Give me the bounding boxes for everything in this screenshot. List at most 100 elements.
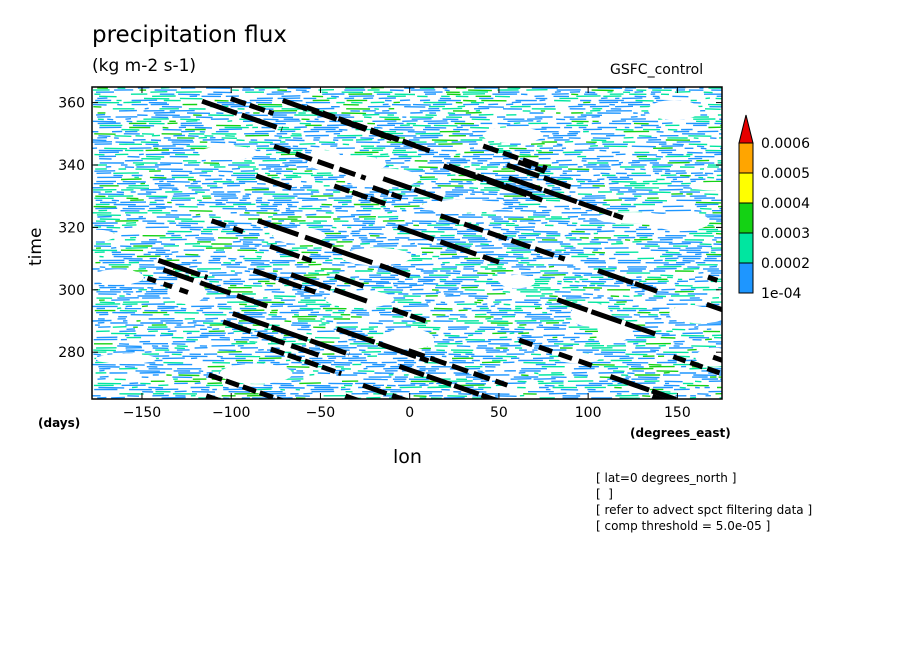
precip-contour: [444, 89, 450, 92]
precip-contour: [412, 292, 439, 295]
precip-contour: [589, 241, 609, 244]
precip-contour: [688, 328, 699, 330]
x-tick-label: −150: [123, 405, 161, 421]
precip-contour: [412, 103, 431, 106]
precip-contour: [661, 288, 676, 291]
annotation-empty: [ ]: [596, 487, 613, 501]
no-rain-patch: [674, 307, 722, 324]
precip-contour: [121, 234, 140, 237]
precip-contour: [631, 351, 656, 353]
precip-contour: [553, 145, 563, 147]
precip-contour: [373, 126, 383, 129]
x-tick-label: 0: [405, 405, 414, 421]
precip-contour: [713, 243, 722, 246]
precip-contour: [396, 286, 413, 289]
precip-contour: [227, 120, 233, 122]
precip-contour: [116, 191, 125, 194]
no-rain-patch: [96, 353, 157, 364]
precip-contour: [172, 195, 190, 197]
precip-contour: [297, 291, 310, 293]
precip-contour: [481, 361, 501, 364]
streak: [439, 213, 566, 262]
precip-contour: [189, 210, 213, 212]
precip-contour: [563, 251, 584, 254]
precip-contour: [438, 257, 460, 260]
precip-contour: [226, 178, 232, 181]
x-tick-label: 50: [490, 405, 508, 421]
precip-contour: [468, 89, 492, 92]
precip-contour: [549, 220, 570, 223]
precip-contour: [114, 135, 132, 137]
precip-contour: [112, 326, 127, 328]
precip-contour: [176, 345, 188, 348]
precip-contour: [153, 111, 176, 114]
precip-contour: [303, 274, 330, 276]
precip-contour: [533, 378, 556, 380]
streak: [442, 163, 544, 203]
colorbar-arrow: [738, 114, 754, 144]
no-rain-patch: [219, 363, 293, 384]
streak: [482, 143, 548, 171]
precip-contour: [713, 170, 722, 172]
precip-contour: [520, 178, 533, 181]
no-rain-patch: [92, 269, 144, 285]
precip-contour: [308, 226, 324, 229]
precip-contour: [107, 118, 114, 121]
precip-contour: [94, 224, 114, 227]
precip-contour: [601, 97, 608, 100]
precip-contour: [99, 369, 105, 372]
precip-contour: [445, 272, 461, 275]
precip-contour: [463, 99, 477, 102]
precip-contour: [597, 284, 620, 287]
precip-contour: [120, 178, 142, 181]
precip-contour: [660, 274, 674, 277]
streak: [210, 218, 244, 234]
precip-contour: [123, 101, 142, 104]
streak: [270, 346, 343, 377]
precip-contour: [475, 244, 495, 247]
precip-contour: [427, 386, 452, 389]
streak: [231, 311, 351, 357]
precip-contour: [517, 326, 525, 329]
precip-contour: [638, 309, 660, 312]
precip-contour: [310, 253, 321, 256]
precip-contour: [125, 247, 148, 249]
precip-contour: [180, 118, 200, 121]
precip-contour: [141, 305, 148, 308]
precip-contour: [451, 178, 477, 181]
precip-contour: [257, 388, 272, 391]
precip-contour: [397, 280, 405, 283]
precip-contour: [644, 199, 668, 202]
precip-contour: [278, 386, 305, 389]
precip-contour: [187, 178, 196, 181]
precip-contour: [126, 217, 146, 220]
precip-contour: [356, 288, 364, 291]
precip-contour: [139, 371, 166, 374]
precip-contour: [219, 128, 243, 131]
streak: [609, 374, 677, 399]
precip-contour: [519, 219, 541, 222]
precip-contour: [653, 295, 667, 298]
y-tick-label: 360: [58, 96, 85, 112]
precip-contour: [530, 143, 545, 145]
precip-contour: [291, 380, 301, 382]
precip-contour: [533, 230, 558, 233]
streak: [707, 274, 722, 285]
precip-contour: [492, 288, 504, 291]
streak: [273, 143, 367, 181]
precip-contour: [534, 372, 539, 375]
precip-contour: [226, 201, 252, 204]
precip-contour: [541, 222, 548, 224]
precip-contour: [592, 251, 606, 254]
precip-contour: [516, 257, 529, 260]
streak: [705, 301, 722, 313]
precip-contour: [189, 265, 198, 268]
precip-contour: [302, 199, 327, 201]
precip-contour: [410, 242, 415, 245]
precip-contour: [92, 319, 112, 322]
precip-contour: [93, 353, 101, 356]
precip-contour: [553, 343, 580, 345]
precip-contour: [607, 91, 613, 93]
precip-contour: [465, 111, 482, 114]
streak: [398, 364, 501, 399]
